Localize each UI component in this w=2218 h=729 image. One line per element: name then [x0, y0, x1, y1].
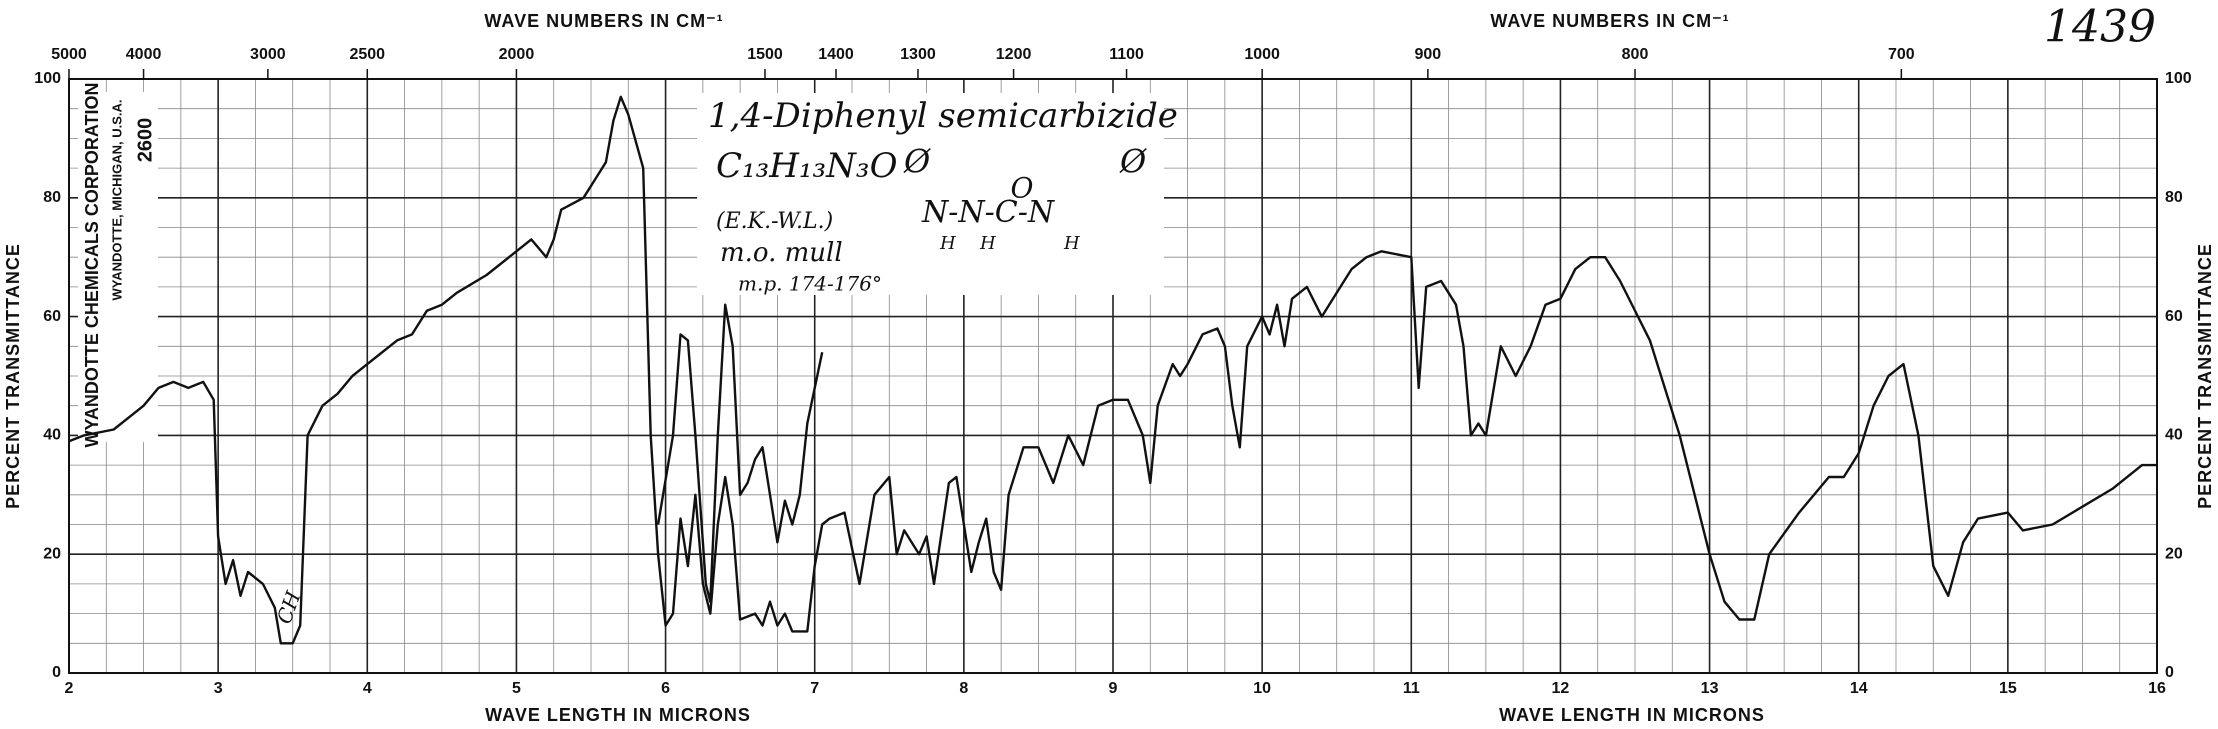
formula: C₁₃H₁₃N₃O: [716, 146, 898, 186]
y-tick-label-right: 60: [2165, 308, 2183, 325]
plot-frame: [68, 78, 2158, 674]
y-tick-label: 80: [43, 189, 61, 206]
y-tick-label: 20: [43, 545, 61, 562]
company-address: WYANDOTTE, MICHIGAN, U.S.A.: [109, 99, 124, 300]
chain: N-N-C-N: [921, 195, 1056, 230]
x-axis-title: WAVE LENGTH IN MICRONS: [1499, 705, 1765, 725]
y-tick-label: 60: [43, 308, 61, 325]
x-tick-label: 9: [1109, 680, 1118, 697]
spectrum-line: [68, 95, 2157, 645]
melting-point: m.p. 174-176°: [738, 272, 882, 296]
x2-tick-label: 3000: [250, 46, 286, 63]
x2-tick-label: 1000: [1244, 46, 1280, 63]
x2-tick-label: 2500: [349, 46, 385, 63]
y-tick-label-right: 100: [2165, 70, 2192, 87]
x2-tick-label: 800: [1622, 46, 1649, 63]
x2-tick-label: 900: [1415, 46, 1442, 63]
annotation-box: 1,4-Diphenyl semicarbizide C₁₃H₁₃N₃O (E.…: [697, 93, 1178, 296]
x2-tick-label: 1300: [900, 46, 936, 63]
source: (E.K.-W.L.): [716, 209, 833, 234]
x-tick-label: 12: [1552, 680, 1570, 697]
x-tick-label: 13: [1701, 680, 1719, 697]
x-tick-label: 10: [1253, 680, 1271, 697]
sheet-number: 1439: [2044, 2, 2156, 53]
x-tick-label: 7: [810, 680, 819, 697]
x-tick-label: 2: [65, 680, 74, 697]
x2-tick-label: 5000: [51, 46, 87, 63]
y-tick-label-right: 40: [2165, 427, 2183, 444]
x-tick-label: 11: [1403, 680, 1420, 697]
y-tick-label: 0: [52, 664, 61, 681]
x2-tick-label: 1100: [1109, 46, 1144, 63]
y-tick-label-right: 20: [2165, 545, 2183, 562]
y-axis-title: PERCENT TRANSMITTANCE: [3, 243, 23, 509]
x2-tick-label: 4000: [126, 46, 162, 63]
company-stamp: WYANDOTTE CHEMICALS CORPORATION WYANDOTT…: [78, 82, 158, 448]
x-tick-label: 3: [214, 680, 223, 697]
company-name: WYANDOTTE CHEMICALS CORPORATION: [82, 82, 102, 447]
method: m.o. mull: [720, 238, 843, 268]
label-bg: [697, 93, 1164, 295]
x-tick-label: 5: [512, 680, 521, 697]
top-axis-title: WAVE NUMBERS IN CM⁻¹: [1490, 11, 1729, 31]
x-tick-label: 4: [363, 680, 372, 697]
y-axis-title: PERCENT TRANSMITTANCE: [2195, 243, 2215, 509]
x-tick-label: 15: [1999, 680, 2017, 697]
x-tick-label: 8: [959, 680, 968, 697]
x2-tick-label: 2000: [499, 46, 535, 63]
x2-tick-label: 1400: [818, 46, 854, 63]
hydrogen: H: [1063, 233, 1080, 254]
x-tick-label: 6: [661, 680, 670, 697]
y-tick-label-right: 80: [2165, 189, 2183, 206]
x2-tick-label: 1200: [996, 46, 1032, 63]
chart-number: 2600: [134, 118, 156, 163]
hydrogen: H: [939, 233, 956, 254]
stamp-bg: [78, 92, 158, 442]
spectrum-line: [656, 303, 824, 603]
y-tick-label: 100: [34, 70, 61, 87]
compound-name: 1,4-Diphenyl semicarbizide: [708, 96, 1178, 136]
phenyl: Ø: [1119, 143, 1147, 181]
phenyl: Ø: [903, 143, 931, 181]
x2-tick-label: 700: [1888, 46, 1915, 63]
x-tick-label: 14: [1850, 680, 1868, 697]
x-tick-label: 16: [2148, 680, 2166, 697]
x-axis-title: WAVE LENGTH IN MICRONS: [485, 705, 751, 725]
hydrogen: H: [979, 233, 996, 254]
y-tick-label-right: 0: [2165, 664, 2174, 681]
top-axis-title: WAVE NUMBERS IN CM⁻¹: [484, 11, 723, 31]
x2-tick-label: 1500: [747, 46, 783, 63]
y-tick-label: 40: [43, 427, 61, 444]
oxygen: O: [1011, 172, 1034, 205]
